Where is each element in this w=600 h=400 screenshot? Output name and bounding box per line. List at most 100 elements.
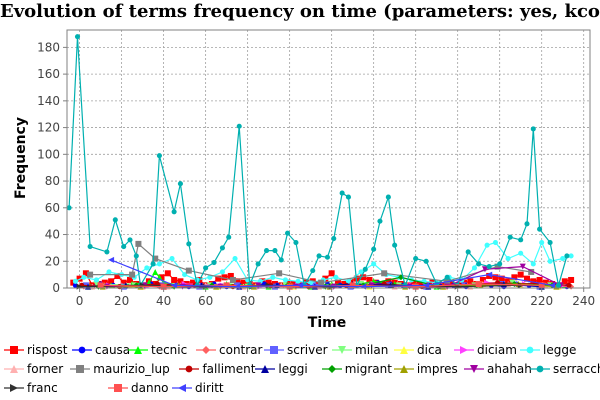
legend-item: forner (4, 362, 70, 376)
data-point (362, 266, 368, 272)
legend-label: franc (27, 380, 58, 395)
x-tick-label: 160 (404, 294, 427, 308)
data-point (518, 237, 524, 243)
data-point (108, 278, 115, 285)
data-point (127, 276, 134, 283)
data-point (152, 255, 159, 262)
data-point (537, 226, 543, 232)
x-tick-label: 100 (278, 294, 301, 308)
data-point (475, 280, 482, 287)
data-point (492, 239, 499, 246)
legend-label: contrar (219, 342, 263, 357)
legend-label: tecnic (151, 342, 188, 357)
x-tick-label: 120 (320, 294, 343, 308)
x-tick-label: 40 (156, 294, 171, 308)
legend-item: scriver (264, 343, 332, 357)
data-point (511, 274, 518, 281)
legend-swatch (520, 346, 540, 353)
data-point (150, 261, 156, 267)
chart-legend: rispost causa tecnic contrar scriver milan dic… (4, 340, 600, 397)
data-point (530, 126, 536, 132)
data-point (385, 194, 391, 200)
data-point (538, 282, 545, 289)
data-point (82, 270, 89, 277)
data-point (74, 34, 81, 40)
data-point (81, 274, 87, 280)
data-point (536, 276, 543, 283)
legend-label: maurizio_lup (93, 361, 170, 376)
data-point (324, 254, 330, 260)
data-point (476, 261, 482, 267)
data-point (349, 282, 356, 289)
series-line (90, 242, 532, 284)
legend-label: forner (27, 361, 64, 376)
data-point (530, 261, 536, 267)
legend-swatch (255, 364, 276, 373)
data-point (286, 283, 293, 290)
legend-item: legge (520, 343, 586, 357)
data-point (282, 277, 288, 283)
y-tick-label: 140 (37, 94, 60, 108)
series-diritt (108, 256, 556, 290)
x-tick-label: 20 (114, 294, 129, 308)
data-point (358, 269, 364, 275)
legend-label: danno (131, 380, 169, 395)
data-point (158, 274, 165, 281)
data-point (486, 271, 493, 278)
data-point (265, 282, 272, 289)
data-point (560, 256, 566, 262)
data-point (444, 274, 450, 280)
data-point (152, 268, 159, 275)
data-point (135, 240, 142, 247)
data-point (295, 278, 301, 284)
plot-frame (66, 29, 591, 289)
y-tick-label: 160 (37, 67, 60, 81)
legend-item: migrant (321, 362, 394, 376)
data-point (87, 244, 93, 250)
data-point (108, 256, 115, 263)
data-point (371, 246, 377, 252)
data-point (211, 260, 217, 266)
x-tick-label: 180 (446, 294, 469, 308)
data-point (360, 274, 367, 281)
legend-swatch (72, 346, 92, 353)
data-point (106, 269, 112, 275)
data-point (519, 263, 526, 270)
data-point (171, 282, 178, 289)
series-line (68, 36, 568, 288)
data-point (517, 271, 524, 278)
data-point (293, 239, 299, 246)
data-point (391, 282, 398, 289)
legend-label: falliment (202, 361, 256, 376)
data-point (479, 276, 486, 283)
data-point (492, 274, 499, 281)
data-point (160, 283, 167, 290)
legend-label: diritt (195, 380, 224, 395)
y-tick-label: 40 (45, 228, 60, 242)
data-point (371, 261, 377, 267)
data-point (518, 250, 524, 256)
legend-label: ahahah (487, 361, 532, 376)
legend-swatch (70, 364, 91, 373)
legend-item: dica (394, 343, 454, 357)
data-point (568, 276, 575, 283)
data-point (328, 270, 335, 277)
x-axis-label: Time (308, 315, 346, 331)
data-point (276, 270, 283, 277)
data-point (381, 270, 388, 277)
data-point (318, 279, 325, 286)
legend-item: diritt (172, 381, 236, 395)
data-point (568, 253, 574, 259)
data-point (566, 282, 572, 288)
data-point (423, 282, 430, 289)
legend-swatch (172, 383, 192, 392)
data-point (186, 241, 192, 247)
y-tick-label: 100 (37, 147, 60, 161)
data-point (484, 242, 490, 248)
y-tick-label: 60 (45, 201, 60, 215)
data-point (112, 217, 118, 223)
data-point (164, 270, 171, 277)
data-point (129, 271, 136, 278)
data-point (221, 274, 228, 281)
legend-item: causa (72, 343, 130, 357)
